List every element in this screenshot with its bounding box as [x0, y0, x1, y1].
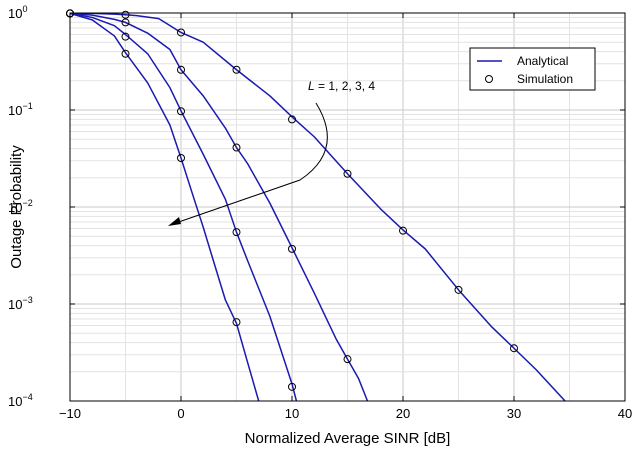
y-tick-label: 10−2 — [8, 198, 33, 215]
x-tick-label: −10 — [59, 406, 81, 421]
simulation-marker — [399, 226, 407, 235]
x-tick-label: 0 — [177, 406, 184, 421]
x-tick-label: 30 — [507, 406, 521, 421]
simulation-marker — [288, 382, 296, 391]
y-tick-label: 10−1 — [8, 101, 33, 118]
y-tick-base: 10 — [8, 6, 22, 21]
simulation-marker — [232, 228, 241, 237]
simulation-marker — [510, 344, 518, 353]
y-tick-exponent: −3 — [22, 295, 32, 305]
analytical-curve-L3 — [69, 12, 298, 402]
simulation-marker — [232, 65, 241, 74]
y-tick-base: 10 — [8, 200, 22, 215]
x-tick-label: 10 — [285, 406, 299, 421]
x-tick-label: 20 — [396, 406, 410, 421]
simulation-marker — [343, 169, 352, 178]
simulation-marker — [343, 355, 352, 364]
simulation-marker — [232, 143, 241, 152]
simulation-marker — [177, 154, 185, 163]
simulation-marker — [121, 32, 130, 41]
simulation-marker — [121, 49, 130, 58]
legend-analytical-label: Analytical — [517, 54, 568, 68]
legend-simulation-marker — [485, 75, 493, 83]
annotation-arrowhead — [168, 217, 181, 226]
x-tick-label: 40 — [618, 406, 632, 421]
y-tick-exponent: −4 — [22, 392, 32, 402]
y-tick-label: 100 — [8, 4, 27, 21]
simulation-marker — [177, 107, 185, 116]
legend-simulation-label: Simulation — [517, 72, 573, 86]
simulation-marker — [177, 28, 185, 37]
analytical-curve-L2 — [69, 12, 369, 402]
annotation-variable: L — [308, 79, 315, 93]
annotation-arrow — [169, 102, 328, 226]
simulation-marker — [232, 318, 241, 327]
simulation-marker — [177, 65, 185, 74]
simulation-marker — [121, 10, 130, 19]
y-tick-base: 10 — [8, 103, 22, 118]
y-tick-base: 10 — [8, 394, 22, 409]
simulation-marker — [454, 285, 463, 294]
y-tick-base: 10 — [8, 297, 22, 312]
annotation: L = 1, 2, 3, 4 — [168, 79, 375, 226]
legend: Analytical Simulation — [469, 47, 596, 91]
annotation-text: L = 1, 2, 3, 4 — [308, 79, 375, 93]
simulation-marker — [288, 115, 296, 124]
y-tick-exponent: −1 — [22, 101, 32, 111]
simulation-marker — [288, 244, 296, 253]
annotation-values: = 1, 2, 3, 4 — [315, 79, 376, 93]
simulation-marker — [121, 18, 130, 27]
y-tick-exponent: 0 — [22, 4, 27, 14]
y-tick-exponent: −2 — [22, 198, 32, 208]
y-axis-label: Outage Probability — [8, 145, 25, 269]
y-tick-label: 10−4 — [8, 392, 33, 409]
x-axis-label: Normalized Average SINR [dB] — [245, 430, 451, 447]
y-tick-label: 10−3 — [8, 295, 33, 312]
legend-box — [469, 47, 596, 91]
